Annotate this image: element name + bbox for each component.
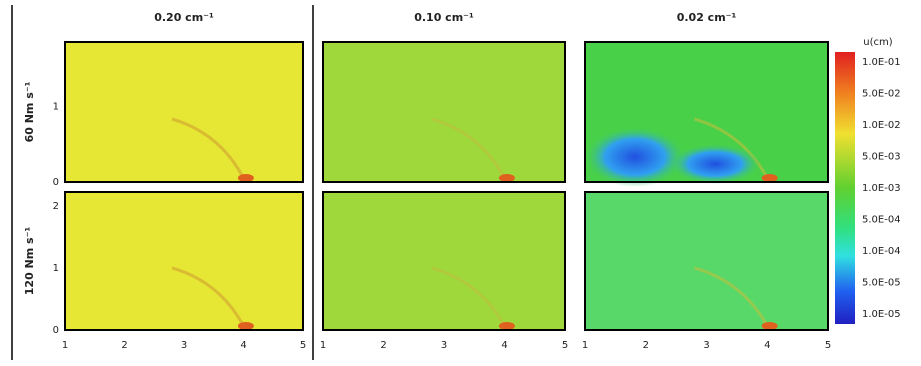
source	[761, 322, 778, 330]
plume	[171, 266, 245, 327]
plume	[171, 117, 245, 179]
panels	[64, 41, 829, 331]
y-tick-label: 1	[53, 263, 59, 274]
colorbar-title: u(cm)	[863, 37, 892, 48]
source	[761, 174, 778, 182]
low-region	[670, 144, 760, 184]
colorbar-label: 1.0E-05	[862, 309, 901, 320]
low-region	[585, 127, 685, 187]
colorbar-label: 1.0E-02	[862, 120, 901, 131]
x-tick-label: 1	[62, 340, 68, 351]
colorbar-label: 1.0E-04	[862, 246, 901, 257]
plume	[431, 117, 506, 179]
x-tick-label: 4	[764, 340, 770, 351]
heatmap-panel	[585, 192, 828, 330]
panel-frame	[584, 41, 829, 183]
x-tick-label: 2	[380, 340, 386, 351]
panel-frame	[584, 191, 829, 331]
x-tick-label: 1	[582, 340, 588, 351]
column-title: 0.02 cm⁻¹	[677, 11, 737, 24]
x-tick-label: 3	[703, 340, 709, 351]
colorbar-label: 5.0E-04	[862, 215, 901, 226]
x-tick-label: 1	[320, 340, 326, 351]
colorbar-label: 5.0E-02	[862, 89, 901, 100]
y-tick-label: 0	[53, 177, 59, 188]
source	[237, 174, 254, 182]
x-tick-label: 4	[501, 340, 507, 351]
panel-frame	[64, 191, 304, 331]
plume	[693, 266, 769, 327]
colorbar-label: 1.0E-01	[862, 57, 901, 68]
panel-frame	[322, 191, 566, 331]
source	[498, 322, 515, 330]
source	[498, 174, 515, 182]
heatmap-panel	[65, 42, 303, 182]
heatmap-panel	[323, 192, 565, 330]
source	[237, 322, 254, 330]
colorbar-label: 1.0E-03	[862, 183, 901, 194]
y-tick-label: 1	[53, 101, 59, 112]
x-tick-label: 2	[121, 340, 127, 351]
x-tick-label: 3	[181, 340, 187, 351]
heatmap-panel	[323, 42, 565, 182]
row-label: 120 Nm s⁻¹	[23, 227, 36, 296]
row-label: 60 Nm s⁻¹	[23, 81, 36, 142]
x-tick-label: 3	[441, 340, 447, 351]
column-title: 0.20 cm⁻¹	[154, 11, 214, 24]
panel-frame	[64, 41, 304, 183]
x-tick-label: 5	[825, 340, 831, 351]
panel-frame	[322, 41, 566, 183]
y-tick-label: 0	[53, 325, 59, 336]
plume	[431, 266, 506, 327]
column-title: 0.10 cm⁻¹	[414, 11, 474, 24]
plume	[693, 117, 769, 179]
x-tick-label: 4	[240, 340, 246, 351]
x-tick-label: 2	[643, 340, 649, 351]
colorbar-label: 5.0E-03	[862, 152, 901, 163]
colorbar	[835, 52, 855, 324]
y-tick-label: 2	[53, 201, 59, 212]
x-tick-label: 5	[300, 340, 306, 351]
x-tick-label: 5	[562, 340, 568, 351]
heatmap-panel	[65, 192, 303, 330]
colorbar-label: 5.0E-05	[862, 278, 901, 289]
